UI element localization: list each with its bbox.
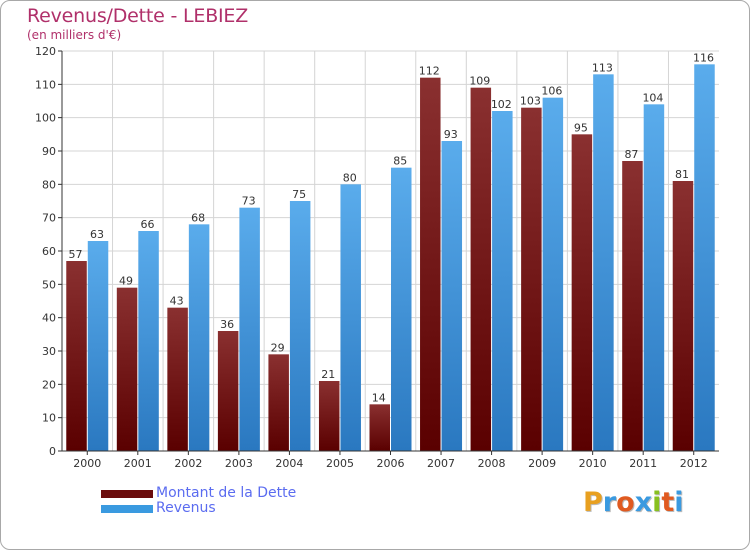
label-dette-2004: 29 (271, 341, 285, 354)
y-tick-label: 0 (49, 445, 56, 458)
legend-label-revenus: Revenus (156, 500, 216, 516)
bar-revenus-2006 (391, 167, 412, 451)
bar-dette-2003 (217, 331, 239, 451)
y-tick-label: 100 (35, 112, 56, 125)
logo-letter: o (616, 487, 635, 518)
label-revenus-2005: 80 (343, 171, 357, 184)
bar-revenus-2005 (340, 184, 361, 452)
logo-letter: r (602, 487, 617, 518)
bar-revenus-2011 (643, 104, 665, 451)
label-dette-2005: 21 (321, 368, 335, 381)
label-revenus-2004: 75 (292, 188, 306, 201)
bar-dette-2000 (66, 261, 87, 451)
label-revenus-2006: 85 (393, 155, 407, 168)
x-tick-label-2006: 2006 (377, 457, 405, 470)
label-dette-2011: 87 (624, 148, 638, 161)
label-dette-2010: 95 (574, 121, 588, 134)
label-revenus-2002: 68 (191, 211, 205, 224)
bar-dette-2006 (369, 404, 390, 451)
legend-swatch-dette (101, 490, 153, 498)
bar-revenus-2003 (239, 207, 260, 451)
bar-dette-2012 (672, 181, 694, 451)
bar-revenus-2012 (694, 64, 715, 452)
label-revenus-2000: 63 (90, 228, 104, 241)
logo-letter: P (583, 487, 603, 518)
axes: 0 10 20 30 40 50 60 70 80 90 100 110 120 2000 2001 2002… (35, 45, 719, 470)
bar-revenus-2004 (289, 201, 311, 451)
label-revenus-2007: 93 (444, 128, 458, 141)
y-tick-label: 30 (42, 345, 56, 358)
label-dette-2009: 103 (520, 95, 541, 108)
bar-dette-2001 (116, 287, 138, 451)
x-tick-label-2012: 2012 (680, 457, 708, 470)
bar-dette-2005 (318, 381, 340, 451)
x-tick-label-2010: 2010 (579, 457, 607, 470)
bar-revenus-2000 (87, 241, 109, 451)
label-revenus-2001: 66 (141, 218, 155, 231)
logo-letter: t (661, 487, 675, 518)
bar-dette-2007 (420, 77, 441, 452)
x-tick-label-2011: 2011 (629, 457, 657, 470)
x-tick-label-2007: 2007 (427, 457, 455, 470)
label-dette-2007: 112 (419, 65, 440, 78)
label-revenus-2010: 113 (592, 61, 613, 74)
bar-revenus-2002 (188, 224, 210, 451)
logo-letter: i (652, 487, 662, 518)
bar-dette-2010 (571, 134, 593, 452)
label-revenus-2003: 73 (242, 195, 256, 208)
label-dette-2000: 57 (69, 248, 83, 261)
label-revenus-2012: 116 (693, 51, 714, 64)
label-dette-2002: 43 (170, 295, 184, 308)
bar-dette-2009 (521, 107, 542, 452)
bar-dette-2011 (622, 161, 643, 451)
y-tick-label: 20 (42, 378, 56, 391)
x-tick-label-2009: 2009 (528, 457, 556, 470)
logo-letter: x (634, 487, 653, 518)
label-revenus-2009: 106 (541, 85, 562, 98)
chart-title: Revenus/Dette - LEBIEZ (27, 5, 249, 27)
bars (66, 64, 715, 452)
grid-lines (62, 50, 719, 451)
legend-label-dette: Montant de la Dette (156, 485, 297, 501)
label-dette-2001: 49 (119, 275, 133, 288)
bar-revenus-2001 (138, 231, 159, 451)
bar-revenus-2007 (441, 141, 463, 451)
legend-swatch-revenus (101, 505, 153, 513)
bar-dette-2002 (167, 307, 188, 451)
label-revenus-2011: 104 (642, 91, 663, 104)
y-tick-label: 70 (42, 212, 56, 225)
y-tick-label: 90 (42, 145, 56, 158)
label-revenus-2008: 102 (491, 98, 512, 111)
label-dette-2003: 36 (220, 318, 234, 331)
y-tick-label: 10 (42, 412, 56, 425)
x-tick-label-2001: 2001 (124, 457, 152, 470)
y-tick-label: 80 (42, 178, 56, 191)
x-tick-label-2004: 2004 (275, 457, 303, 470)
x-tick-label-2000: 2000 (73, 457, 101, 470)
y-tick-label: 50 (42, 278, 56, 291)
bar-revenus-2010 (593, 74, 614, 451)
x-tick-label-2003: 2003 (225, 457, 253, 470)
label-dette-2008: 109 (469, 75, 490, 88)
y-tick-label: 60 (42, 245, 56, 258)
bar-dette-2008 (470, 87, 492, 452)
x-tick-label-2005: 2005 (326, 457, 354, 470)
bar-revenus-2008 (492, 111, 513, 451)
y-tick-label: 110 (35, 78, 56, 91)
x-tick-label-2002: 2002 (174, 457, 202, 470)
chart-subtitle: (en milliers d'€) (27, 28, 122, 42)
bar-revenus-2009 (542, 97, 564, 452)
label-dette-2006: 14 (372, 391, 386, 404)
proxiti-logo: Proxiti (583, 487, 684, 518)
label-dette-2012: 81 (675, 168, 689, 181)
bar-dette-2004 (268, 354, 289, 451)
logo-letter: i (674, 487, 684, 518)
x-tick-label-2008: 2008 (478, 457, 506, 470)
y-tick-label: 40 (42, 312, 56, 325)
y-tick-label: 120 (35, 45, 56, 58)
